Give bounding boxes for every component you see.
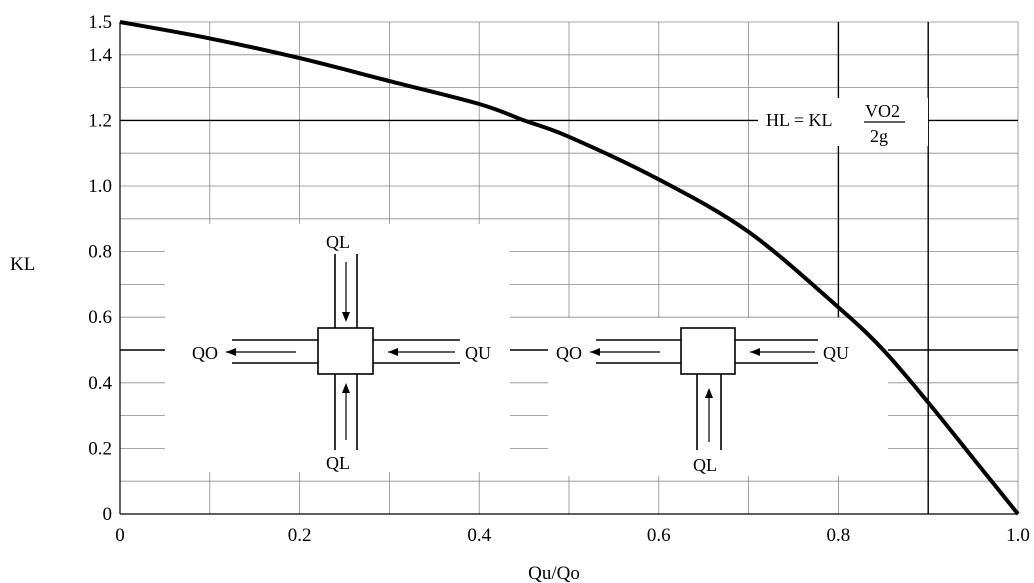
x-tick-label: 0.8	[827, 525, 851, 546]
y-tick-label: 1.2	[88, 110, 112, 131]
y-tick-label: 0.2	[88, 438, 112, 459]
formula-lhs: HL = KL	[766, 110, 832, 130]
formula-numerator: VO2	[865, 101, 900, 121]
x-tick-label: 1.0	[1006, 525, 1030, 546]
x-tick-label: 0.2	[288, 525, 312, 546]
y-tick-label: 0	[103, 504, 113, 525]
diagram2-right-label: QU	[823, 343, 849, 363]
diagram1-left-label: QO	[192, 343, 218, 363]
formula-denominator: 2g	[870, 126, 888, 146]
x-tick-label: 0	[115, 525, 125, 546]
y-tick-label: 0.4	[88, 373, 112, 394]
diagram1-right-label: QU	[465, 343, 491, 363]
junction-box-2	[680, 327, 736, 375]
junction-box	[317, 327, 374, 375]
y-tick-label: 1.4	[88, 45, 112, 66]
diagram1-top-label: QL	[326, 232, 350, 252]
y-tick-label: 1.0	[88, 176, 112, 197]
kl-curve	[119, 20, 1020, 516]
y-tick-label: 1.5	[88, 12, 112, 33]
curve-layer	[119, 20, 1020, 516]
x-axis-label: Qu/Qo	[528, 563, 580, 583]
diagram2-left-label: QO	[556, 343, 582, 363]
y-tick-label: 0.8	[88, 242, 112, 263]
y-axis-label: KL	[10, 254, 35, 275]
diagram1-bottom-label: QL	[326, 453, 350, 473]
tick-labels: 0 0.2 0.4 0.6 0.8 1.0 0 0.2 0.4 0.6 0.8 1.0 1.2 1.4 1.…	[88, 12, 1030, 546]
x-tick-label: 0.4	[467, 525, 491, 546]
cross-junction-diagram: QL QL QO QU	[165, 224, 510, 473]
diagram2-bottom-label: QL	[693, 455, 717, 475]
x-tick-label: 0.6	[647, 525, 671, 546]
y-tick-label: 0.6	[88, 307, 112, 328]
formula-annotation: HL = KL VO2 2g	[758, 98, 928, 146]
tee-junction-diagram: QL QO QU	[548, 318, 888, 476]
